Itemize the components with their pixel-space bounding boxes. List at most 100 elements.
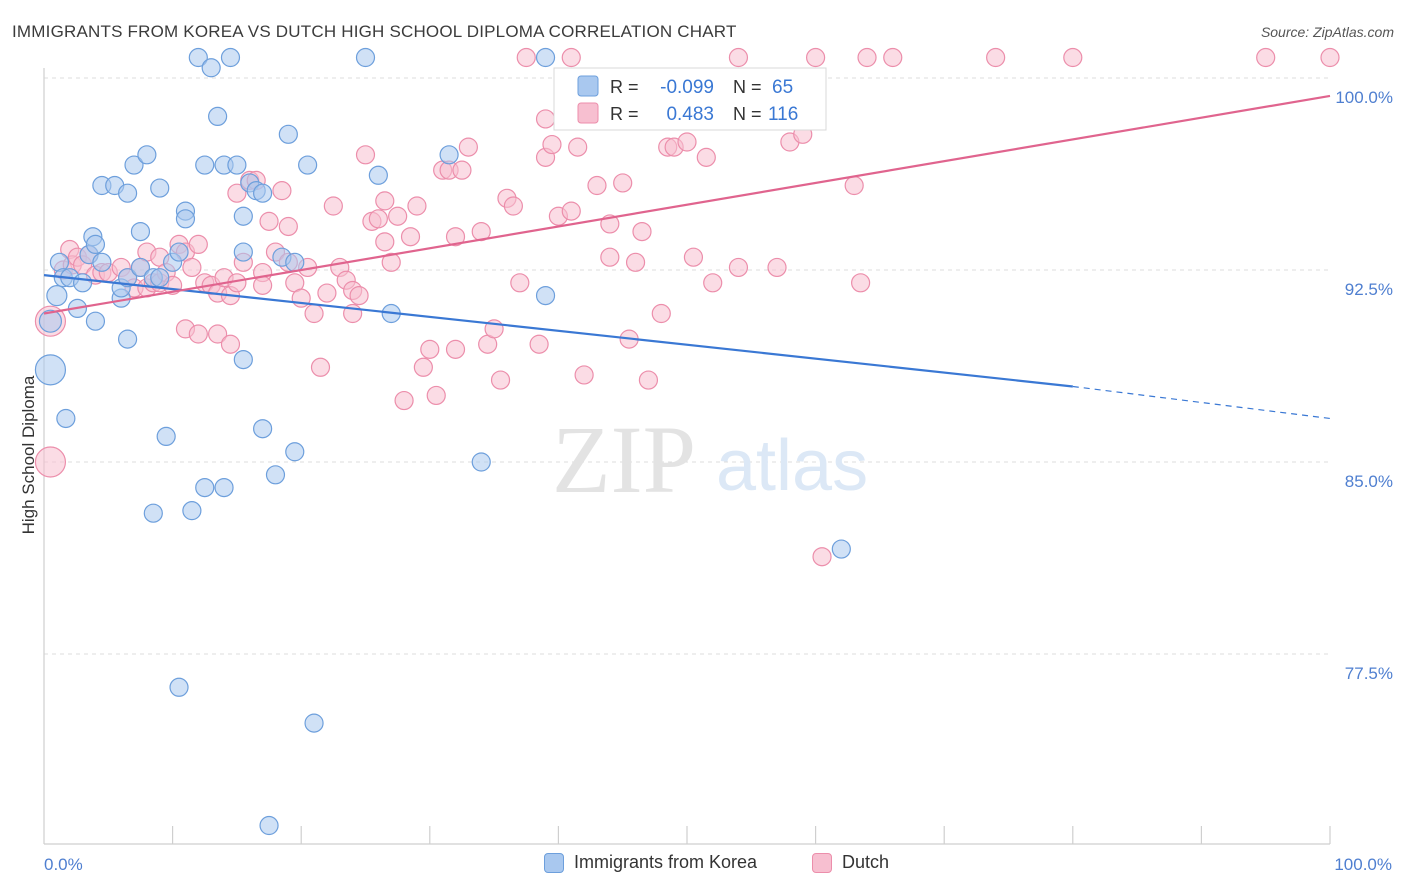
dutch-point-92 bbox=[561, 47, 581, 68]
korea-point-45 bbox=[233, 242, 253, 262]
chart-title: IMMIGRANTS FROM KOREA VS DUTCH HIGH SCHO… bbox=[12, 22, 737, 41]
legend-swatch-korea bbox=[577, 75, 599, 97]
dutch-point-46 bbox=[278, 216, 298, 237]
legend-n-value-dutch: 116 bbox=[768, 104, 798, 125]
dutch-point-71 bbox=[426, 385, 446, 406]
dutch-point-0 bbox=[34, 446, 67, 478]
legend-box: R = -0.099 N = 65 R = 0.483 N = 116 bbox=[553, 67, 827, 131]
korea-point-31 bbox=[169, 242, 189, 262]
legend-label-korea: Immigrants from Korea bbox=[574, 852, 758, 872]
dutch-point-98 bbox=[613, 173, 633, 193]
korea-point-50 bbox=[253, 183, 273, 203]
dutch-point-106 bbox=[677, 132, 697, 152]
korea-point-52 bbox=[259, 815, 279, 836]
dutch-point-64 bbox=[381, 252, 401, 272]
korea-point-38 bbox=[195, 478, 215, 498]
source-label: Source: ZipAtlas.com bbox=[1260, 24, 1394, 40]
korea-point-36 bbox=[188, 47, 208, 68]
korea-point-47 bbox=[233, 206, 253, 226]
dutch-point-108 bbox=[696, 147, 716, 167]
dutch-point-50 bbox=[304, 303, 324, 324]
korea-point-55 bbox=[278, 124, 298, 144]
dutch-point-121 bbox=[883, 47, 903, 68]
korea-point-23 bbox=[130, 257, 151, 278]
korea-point-53 bbox=[265, 465, 286, 485]
watermark-atlas: atlas bbox=[716, 426, 868, 506]
dutch-point-91 bbox=[561, 201, 581, 221]
dutch-trend-line bbox=[43, 94, 1331, 315]
dutch-point-31 bbox=[208, 324, 228, 344]
legend-swatch-dutch bbox=[577, 102, 599, 124]
korea-point-44 bbox=[227, 155, 247, 175]
y-tick-label-1: 85.0% bbox=[1345, 472, 1393, 491]
dutch-point-81 bbox=[490, 370, 511, 390]
korea-point-32 bbox=[169, 677, 189, 697]
korea-point-11 bbox=[85, 234, 106, 254]
legend-item-korea[interactable]: Immigrants from Korea bbox=[544, 852, 757, 873]
watermark: ZIP atlas bbox=[552, 406, 868, 513]
korea-point-61 bbox=[368, 165, 388, 185]
korea-point-34 bbox=[175, 209, 196, 229]
legend-r-value-dutch: 0.483 bbox=[666, 104, 714, 125]
korea-point-5 bbox=[56, 408, 76, 429]
korea-point-67 bbox=[831, 539, 851, 559]
korea-point-57 bbox=[285, 442, 305, 462]
korea-point-42 bbox=[214, 478, 234, 498]
dutch-point-59 bbox=[355, 145, 376, 165]
legend-item-dutch[interactable]: Dutch bbox=[812, 852, 889, 873]
korea-point-46 bbox=[233, 350, 253, 370]
korea-point-35 bbox=[182, 501, 202, 521]
dutch-point-111 bbox=[728, 47, 749, 68]
dutch-point-86 bbox=[529, 334, 549, 354]
legend-r-label-korea: R = bbox=[610, 77, 639, 97]
legend-r-label-dutch: R = bbox=[610, 104, 639, 124]
dutch-point-69 bbox=[413, 357, 433, 377]
dutch-point-84 bbox=[510, 273, 530, 293]
dutch-point-119 bbox=[851, 273, 871, 293]
legend-n-label-korea: N = bbox=[733, 77, 762, 97]
korea-point-40 bbox=[208, 106, 228, 127]
x-tick-label-max: 100.0% bbox=[1334, 855, 1392, 874]
dutch-point-87 bbox=[535, 109, 556, 129]
korea-point-63 bbox=[439, 145, 459, 165]
dutch-point-74 bbox=[445, 339, 466, 359]
dutch-point-67 bbox=[400, 227, 421, 247]
y-axis-label: High School Diploma bbox=[19, 375, 38, 534]
dutch-point-35 bbox=[227, 183, 247, 203]
dutch-point-83 bbox=[503, 196, 523, 216]
dutch-point-109 bbox=[703, 273, 723, 293]
dutch-point-41 bbox=[253, 275, 273, 295]
trend-lines bbox=[43, 94, 1331, 420]
dutch-point-62 bbox=[375, 232, 395, 252]
dutch-point-103 bbox=[651, 303, 671, 324]
dutch-point-61 bbox=[368, 209, 388, 229]
korea-point-65 bbox=[535, 47, 556, 68]
legend-r-value-korea: -0.099 bbox=[660, 77, 714, 98]
dutch-point-68 bbox=[407, 196, 427, 216]
dutch-point-94 bbox=[574, 365, 594, 385]
dutch-point-34 bbox=[220, 334, 241, 354]
korea-point-28 bbox=[150, 268, 170, 288]
korea-point-60 bbox=[355, 47, 376, 68]
korea-point-12 bbox=[85, 311, 106, 331]
dutch-point-101 bbox=[632, 222, 652, 242]
korea-point-20 bbox=[117, 183, 138, 203]
dutch-point-123 bbox=[1063, 47, 1083, 68]
y-tick-label-3: 100.0% bbox=[1335, 88, 1393, 107]
korea-point-39 bbox=[201, 58, 221, 78]
dutch-point-77 bbox=[458, 137, 478, 157]
dutch-point-76 bbox=[452, 160, 472, 180]
dutch-point-53 bbox=[323, 196, 343, 216]
korea-point-1 bbox=[38, 309, 63, 333]
y-tick-label-2: 92.5% bbox=[1345, 280, 1393, 299]
dutch-point-75 bbox=[445, 227, 466, 247]
korea-point-21 bbox=[124, 155, 144, 175]
korea-point-37 bbox=[195, 155, 215, 175]
dutch-point-44 bbox=[272, 181, 292, 201]
dutch-point-118 bbox=[844, 175, 864, 196]
x-tick-label-min: 0.0% bbox=[44, 855, 83, 874]
korea-point-43 bbox=[220, 47, 241, 68]
korea-point-13 bbox=[92, 252, 112, 272]
y-tick-labels: 77.5% 85.0% 92.5% 100.0% bbox=[1335, 88, 1393, 683]
